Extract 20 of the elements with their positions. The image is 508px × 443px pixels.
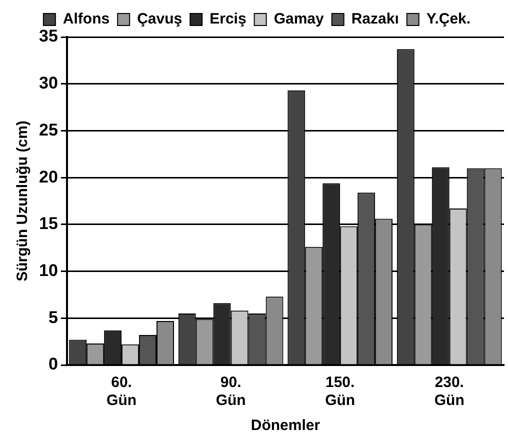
x-tick-label: 150. Gün	[325, 374, 356, 410]
y-tick-label: 10	[38, 260, 58, 280]
x-tick-label: 230. Gün	[434, 374, 464, 410]
legend-label: Y.Çek.	[426, 10, 471, 28]
y-tick-label: 25	[38, 120, 58, 140]
x-tick-label: 90. Gün	[216, 374, 246, 410]
y-tick-label: 20	[38, 167, 58, 186]
legend-label: Gamay	[274, 10, 324, 28]
y-tick-label: 35	[38, 26, 58, 46]
legend-label: Çavuş	[137, 10, 182, 28]
legend-label: Erciş	[210, 10, 246, 28]
y-tick-label: 30	[38, 74, 58, 93]
y-axis-title: Sürgün Uzunluğu (cm)	[14, 120, 32, 282]
y-tick-label: 5	[48, 308, 58, 327]
x-tick-label: 60. Gün	[106, 374, 137, 410]
y-tick-label: 15	[38, 214, 58, 234]
x-axis-title: Dönemler	[250, 417, 320, 434]
legend-label: Alfons	[62, 10, 110, 28]
legend-label: Razakı	[351, 10, 399, 28]
y-tick-label: 0	[48, 354, 58, 374]
